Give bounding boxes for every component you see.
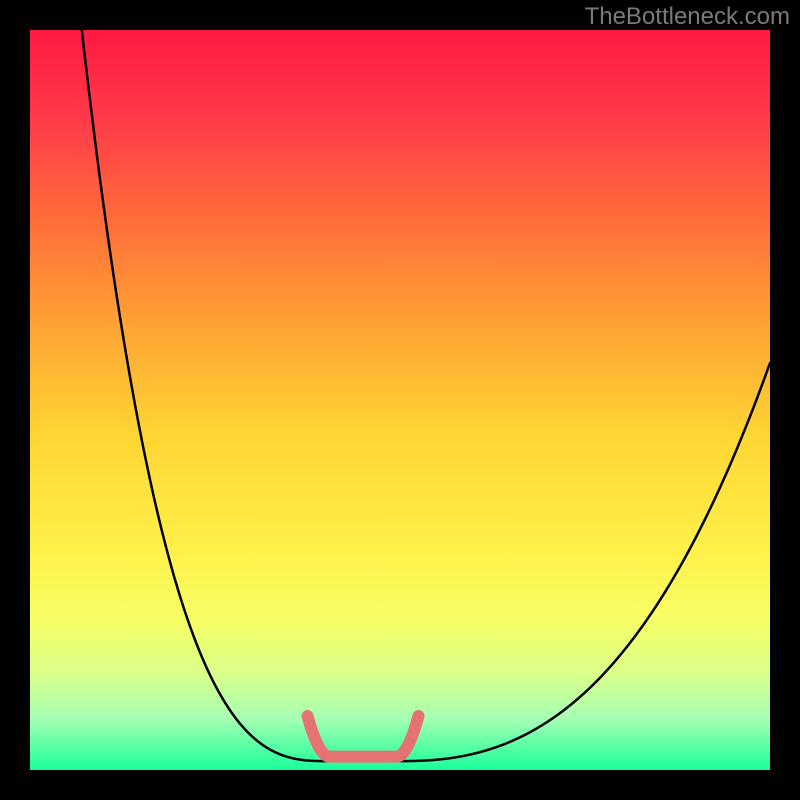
bottleneck-chart: TheBottleneck.com [0, 0, 800, 800]
watermark-text: TheBottleneck.com [585, 3, 790, 30]
plot-area [30, 30, 770, 770]
